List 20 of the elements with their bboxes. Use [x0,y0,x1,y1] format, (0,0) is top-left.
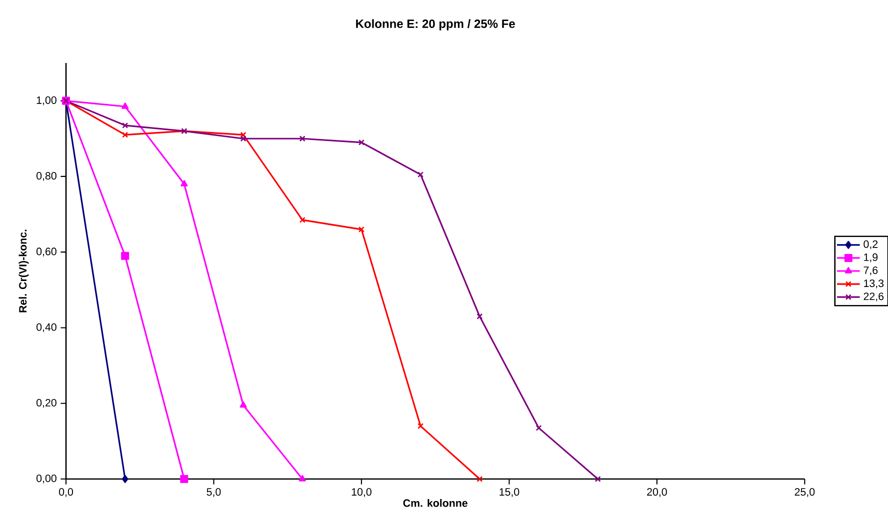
y-tick-label: 0,00 [36,474,56,484]
legend-label: 7,6 [864,266,878,276]
x-axis-title: Cm. kolonne [403,499,468,507]
legend-label: 1,9 [864,253,878,262]
x-tick-label: 20,0 [647,488,667,497]
y-tick-label: 0,80 [36,172,56,181]
y-tick-label: 0,40 [36,323,56,332]
y-tick-label: 0,60 [36,248,56,256]
x-tick-label: 5,0 [206,488,221,497]
x-tick-label: 10,0 [352,488,372,497]
legend-label: 0,2 [864,240,878,250]
x-tick-label: 0,0 [59,488,74,497]
legend-label: 13,3 [864,280,884,288]
y-axis-title: Rel. Cr(VI)-konc. [18,230,29,312]
y-tick-label: 0,20 [36,398,56,408]
chart-title: Kolonne E: 20 ppm / 25% Fe [356,19,515,30]
x-tick-label: 25,0 [794,488,815,497]
y-tick-label: 1,00 [36,96,56,106]
legend-label: 22,6 [864,292,884,302]
x-tick-label: 15,0 [500,488,520,497]
